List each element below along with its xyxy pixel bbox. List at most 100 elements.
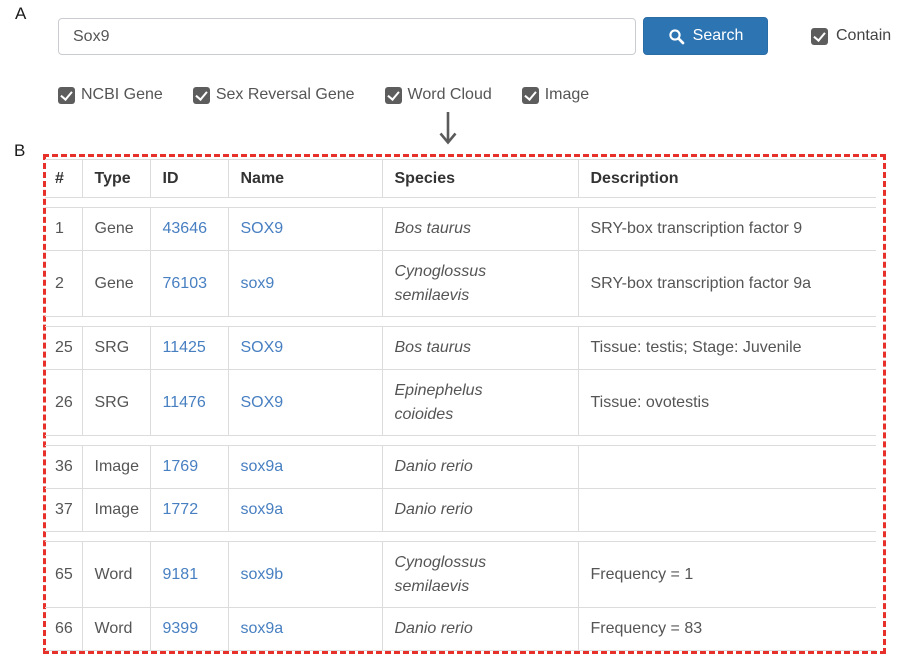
table-row: 66 Word 9399 sox9a Danio rerio Frequency… <box>45 607 876 651</box>
cell-num: 65 <box>45 541 82 608</box>
cell-name: sox9b <box>227 541 382 608</box>
id-link[interactable]: 11425 <box>162 339 206 356</box>
cell-species: Danio rerio <box>381 607 578 651</box>
cell-name: SOX9 <box>227 326 382 370</box>
cell-species: Bos taurus <box>381 207 578 251</box>
contain-label[interactable]: Contain <box>836 27 892 44</box>
word-cloud-label[interactable]: Word Cloud <box>407 86 492 103</box>
cell-id: 76103 <box>149 250 228 317</box>
cell-species: Cynoglossus semilaevis <box>381 250 578 317</box>
name-link[interactable]: sox9a <box>240 458 284 475</box>
ncbi-gene-checkbox[interactable] <box>58 86 75 104</box>
cell-description: SRY-box transcription factor 9 <box>577 207 876 251</box>
cell-num: 1 <box>45 207 82 251</box>
table-row: 26 SRG 11476 SOX9 Epinephelus coioides T… <box>45 369 876 436</box>
col-header-name: Name <box>227 159 382 198</box>
results-group-image: 36 Image 1769 sox9a Danio rerio 37 Image… <box>45 445 876 532</box>
cell-description: Tissue: ovotestis <box>577 369 876 436</box>
results-group-word: 65 Word 9181 sox9b Cynoglossus semilaevi… <box>45 541 876 651</box>
cell-description: Frequency = 1 <box>577 541 876 608</box>
filter-checkbox-row: NCBI Gene Sex Reversal Gene Word Cloud I… <box>58 86 589 104</box>
id-link[interactable]: 43646 <box>162 220 208 237</box>
col-header-type: Type <box>81 159 150 198</box>
filter-sex-reversal-gene: Sex Reversal Gene <box>192 86 355 104</box>
id-link[interactable]: 1769 <box>162 458 199 475</box>
id-link[interactable]: 11476 <box>162 393 206 411</box>
down-arrow-icon <box>436 110 460 157</box>
id-link[interactable]: 9399 <box>162 620 199 637</box>
cell-num: 2 <box>45 250 82 317</box>
cell-species: Epinephelus coioides <box>381 369 578 436</box>
contain-checkbox[interactable] <box>811 27 828 45</box>
cell-id: 1772 <box>149 488 228 532</box>
filter-image: Image <box>521 86 590 104</box>
cell-num: 36 <box>45 445 82 489</box>
panel-label-b: B <box>14 141 26 160</box>
cell-type: Image <box>81 445 150 489</box>
search-button-label: Search <box>692 27 744 44</box>
cell-id: 1769 <box>149 445 228 489</box>
image-checkbox[interactable] <box>521 86 539 104</box>
cell-id: 9181 <box>149 541 228 608</box>
cell-description: SRY-box transcription factor 9a <box>577 250 876 317</box>
search-icon <box>668 28 685 45</box>
search-button[interactable]: Search <box>643 17 768 55</box>
results-table-header: # Type ID Name Species Description <box>45 159 876 198</box>
col-header-num: # <box>45 159 82 198</box>
image-label[interactable]: Image <box>544 86 590 103</box>
name-link[interactable]: SOX9 <box>240 393 284 411</box>
table-row: 65 Word 9181 sox9b Cynoglossus semilaevi… <box>45 541 876 608</box>
cell-num: 66 <box>45 607 82 651</box>
cell-description: Tissue: testis; Stage: Juvenile <box>577 326 876 370</box>
cell-name: sox9a <box>227 488 382 532</box>
cell-species: Danio rerio <box>381 445 578 489</box>
filter-word-cloud: Word Cloud <box>384 86 492 104</box>
cell-type: Gene <box>81 250 150 317</box>
cell-type: SRG <box>81 369 150 436</box>
name-link[interactable]: sox9b <box>240 565 284 583</box>
cell-id: 43646 <box>149 207 228 251</box>
cell-species: Cynoglossus semilaevis <box>381 541 578 608</box>
cell-name: SOX9 <box>227 207 382 251</box>
results-table: # Type ID Name Species Description 1 Gen… <box>45 159 876 651</box>
id-link[interactable]: 9181 <box>162 565 199 583</box>
id-link[interactable]: 1772 <box>162 501 199 518</box>
cell-id: 11476 <box>149 369 228 436</box>
sex-reversal-gene-label[interactable]: Sex Reversal Gene <box>215 86 355 103</box>
results-group-gene: 1 Gene 43646 SOX9 Bos taurus SRY-box tra… <box>45 207 876 317</box>
col-header-id: ID <box>149 159 228 198</box>
name-link[interactable]: SOX9 <box>240 339 284 356</box>
table-row: 1 Gene 43646 SOX9 Bos taurus SRY-box tra… <box>45 207 876 251</box>
col-header-species: Species <box>381 159 578 198</box>
cell-species: Danio rerio <box>381 488 578 532</box>
col-header-description: Description <box>577 159 876 198</box>
table-row: 36 Image 1769 sox9a Danio rerio <box>45 445 876 489</box>
cell-species: Bos taurus <box>381 326 578 370</box>
results-group-srg: 25 SRG 11425 SOX9 Bos taurus Tissue: tes… <box>45 326 876 436</box>
name-link[interactable]: sox9 <box>240 274 275 292</box>
name-link[interactable]: SOX9 <box>240 220 284 237</box>
cell-type: Image <box>81 488 150 532</box>
cell-name: SOX9 <box>227 369 382 436</box>
cell-description <box>577 488 876 532</box>
cell-id: 9399 <box>149 607 228 651</box>
cell-name: sox9a <box>227 607 382 651</box>
table-row: 25 SRG 11425 SOX9 Bos taurus Tissue: tes… <box>45 326 876 370</box>
cell-num: 37 <box>45 488 82 532</box>
name-link[interactable]: sox9a <box>240 620 284 637</box>
search-input[interactable] <box>58 18 636 55</box>
table-row: 37 Image 1772 sox9a Danio rerio <box>45 488 876 532</box>
cell-description <box>577 445 876 489</box>
panel-label-a: A <box>15 4 27 23</box>
word-cloud-checkbox[interactable] <box>384 86 402 104</box>
cell-id: 11425 <box>149 326 228 370</box>
id-link[interactable]: 76103 <box>162 274 208 292</box>
cell-num: 26 <box>45 369 82 436</box>
ncbi-gene-label[interactable]: NCBI Gene <box>81 86 163 103</box>
cell-name: sox9 <box>227 250 382 317</box>
sex-reversal-gene-checkbox[interactable] <box>192 86 210 104</box>
cell-type: Word <box>81 607 150 651</box>
filter-ncbi-gene: NCBI Gene <box>58 86 163 104</box>
name-link[interactable]: sox9a <box>240 501 284 518</box>
